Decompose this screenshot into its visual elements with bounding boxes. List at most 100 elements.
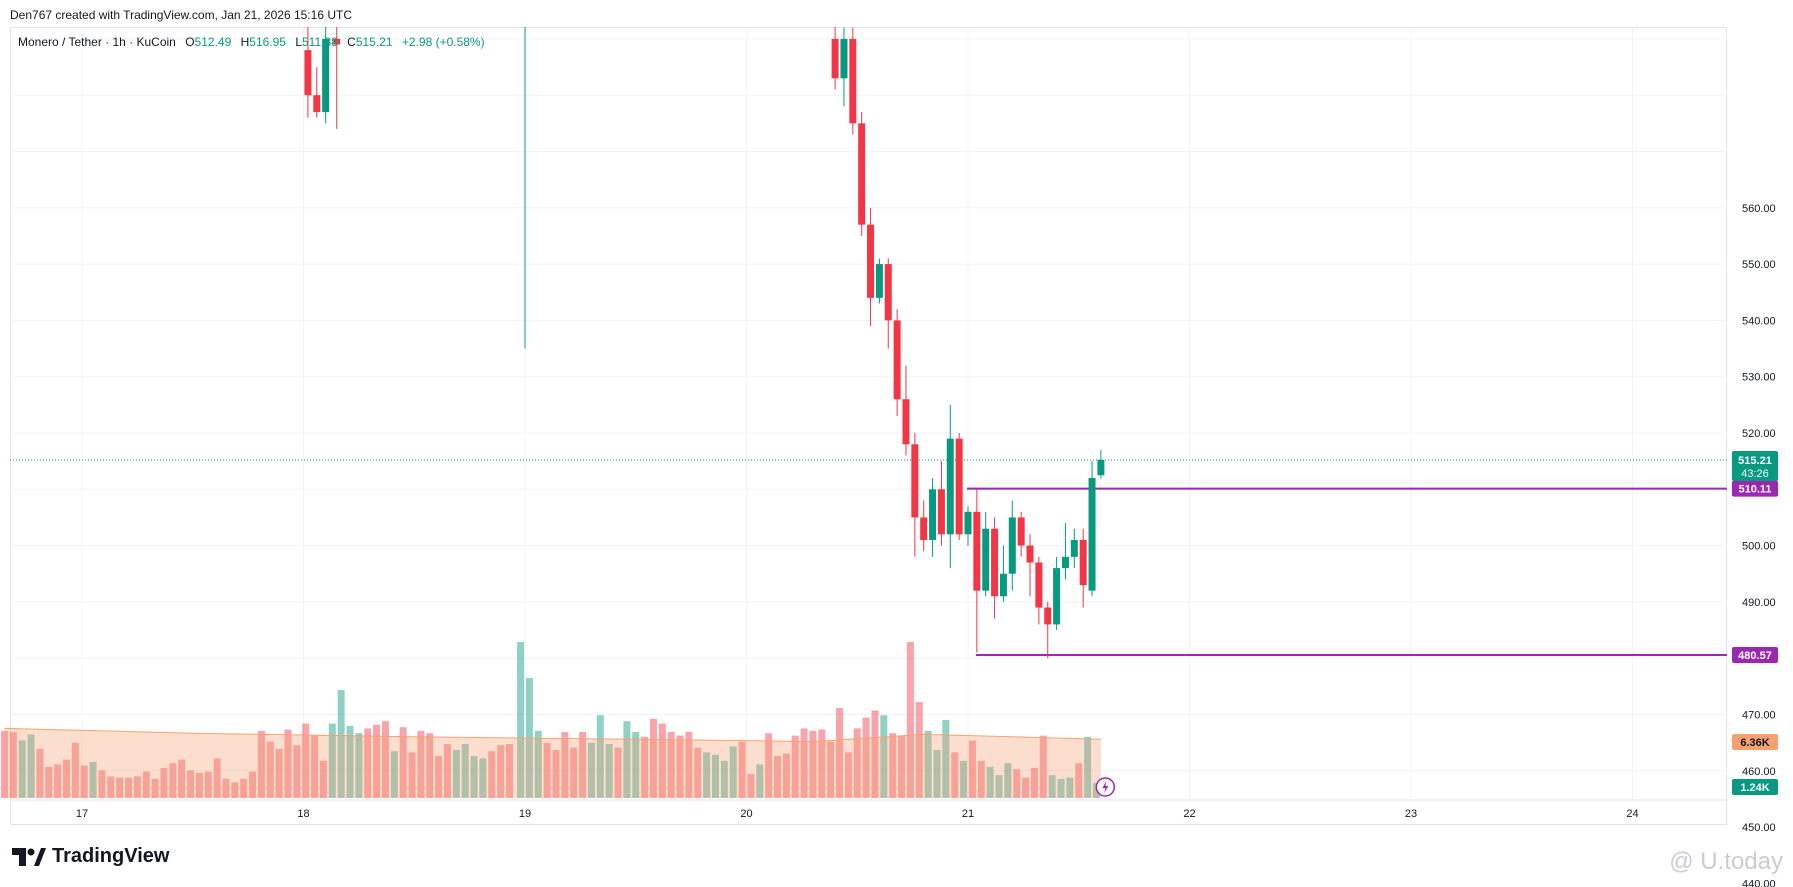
- volume-bar: [1048, 775, 1056, 798]
- volume-bar: [355, 733, 363, 798]
- bar-countdown-label: 43:26: [1741, 468, 1769, 480]
- volume-bar: [844, 752, 852, 798]
- volume-bar: [534, 730, 542, 798]
- volume-bar: [871, 710, 879, 798]
- volume-bar: [399, 727, 407, 798]
- volume-bar: [632, 732, 640, 798]
- candle-body[interactable]: [1044, 607, 1052, 625]
- candle-body[interactable]: [1026, 545, 1034, 563]
- volume-bar: [1013, 769, 1021, 798]
- candle-body[interactable]: [973, 511, 981, 591]
- symbol-name[interactable]: Monero / Tether · 1h · KuCoin: [18, 35, 176, 49]
- level-price-label: 480.57: [1738, 650, 1772, 662]
- candle-body[interactable]: [964, 511, 972, 535]
- plot-frame: [10, 27, 1727, 825]
- last-price-label: 515.21: [1738, 455, 1772, 467]
- volume-last-label: 1.24K: [1740, 782, 1769, 794]
- volume-bar: [178, 759, 186, 798]
- volume-bar: [311, 735, 319, 798]
- y-tick-label: 530.00: [1742, 372, 1776, 384]
- candle-body[interactable]: [333, 38, 341, 45]
- volume-bar: [169, 763, 177, 798]
- volume-bar: [685, 732, 693, 798]
- y-tick-label: 560.00: [1742, 203, 1776, 215]
- candle-body[interactable]: [304, 50, 312, 96]
- volume-bar: [711, 754, 719, 798]
- volume-bar: [80, 765, 88, 798]
- candle-body[interactable]: [849, 38, 857, 124]
- volume-bar: [614, 747, 622, 798]
- volume-last-badge: [1732, 779, 1778, 795]
- volume-bar: [71, 742, 79, 798]
- volume-bar: [1084, 736, 1092, 798]
- level-price-badge: [1732, 646, 1778, 663]
- volume-bar: [142, 771, 150, 798]
- volume-bar: [133, 776, 141, 798]
- y-tick-label: 540.00: [1742, 315, 1776, 327]
- volume-bar: [426, 733, 434, 798]
- candle-body[interactable]: [840, 38, 848, 79]
- volume-bar: [889, 733, 897, 798]
- volume-bar: [328, 723, 336, 798]
- volume-bar: [470, 756, 478, 798]
- candle-body[interactable]: [313, 95, 321, 113]
- candle-body[interactable]: [937, 489, 945, 535]
- volume-bar: [346, 726, 354, 798]
- candle-body[interactable]: [982, 528, 990, 591]
- candle-body[interactable]: [991, 528, 999, 597]
- volume-bar: [417, 730, 425, 798]
- level-price-label: 510.11: [1738, 484, 1771, 496]
- y-tick-label: 500.00: [1742, 541, 1776, 553]
- candle-body[interactable]: [1079, 539, 1087, 585]
- volume-bar: [933, 750, 941, 798]
- candle-body[interactable]: [955, 438, 963, 535]
- volume-bar: [720, 760, 728, 798]
- candle-body[interactable]: [858, 123, 866, 225]
- volume-bar: [765, 733, 773, 798]
- volume-bar: [968, 740, 976, 798]
- chart-credit: Den767 created with TradingView.com, Jan…: [10, 8, 352, 22]
- candle-body[interactable]: [929, 489, 937, 540]
- low-value: 511.88: [302, 35, 338, 49]
- candle-body[interactable]: [1017, 517, 1025, 546]
- volume-bar: [54, 764, 62, 798]
- x-tick-label: 21: [962, 808, 974, 820]
- candle-body[interactable]: [911, 444, 919, 518]
- candle-body[interactable]: [1035, 562, 1043, 608]
- tradingview-logo-icon: [12, 847, 46, 866]
- volume-bar: [337, 690, 345, 798]
- volume-bar: [977, 760, 985, 798]
- candle-body[interactable]: [1097, 459, 1105, 476]
- candle-body[interactable]: [1061, 556, 1069, 569]
- candle-body[interactable]: [1088, 478, 1096, 591]
- candle-body[interactable]: [875, 264, 883, 298]
- candle-body[interactable]: [946, 438, 954, 535]
- volume-bar: [579, 732, 587, 798]
- volume-bar: [9, 732, 17, 798]
- volume-bar: [791, 735, 799, 798]
- tradingview-logo[interactable]: TradingView: [12, 845, 169, 868]
- volume-bar: [364, 728, 372, 798]
- tradingview-brand: TradingView: [52, 845, 170, 867]
- volume-bar: [275, 748, 283, 798]
- candle-body[interactable]: [1053, 568, 1061, 625]
- candle-body[interactable]: [920, 517, 928, 540]
- candle-body[interactable]: [867, 224, 875, 298]
- candle-body[interactable]: [902, 399, 910, 445]
- candle-body[interactable]: [884, 264, 892, 321]
- volume-bar: [623, 721, 631, 798]
- volume-bar: [924, 730, 932, 798]
- candle-body[interactable]: [322, 38, 330, 113]
- volume-bar: [443, 744, 451, 798]
- candle-body[interactable]: [1008, 517, 1016, 574]
- candle-body[interactable]: [831, 38, 839, 79]
- volume-bar: [151, 778, 159, 798]
- volume-bar: [570, 747, 578, 798]
- candle-body[interactable]: [893, 320, 901, 400]
- candle-body[interactable]: [999, 573, 1007, 597]
- volume-bar: [605, 744, 613, 798]
- candle-body[interactable]: [1070, 539, 1078, 557]
- x-tick-label: 24: [1626, 808, 1638, 820]
- volume-bar: [222, 778, 230, 798]
